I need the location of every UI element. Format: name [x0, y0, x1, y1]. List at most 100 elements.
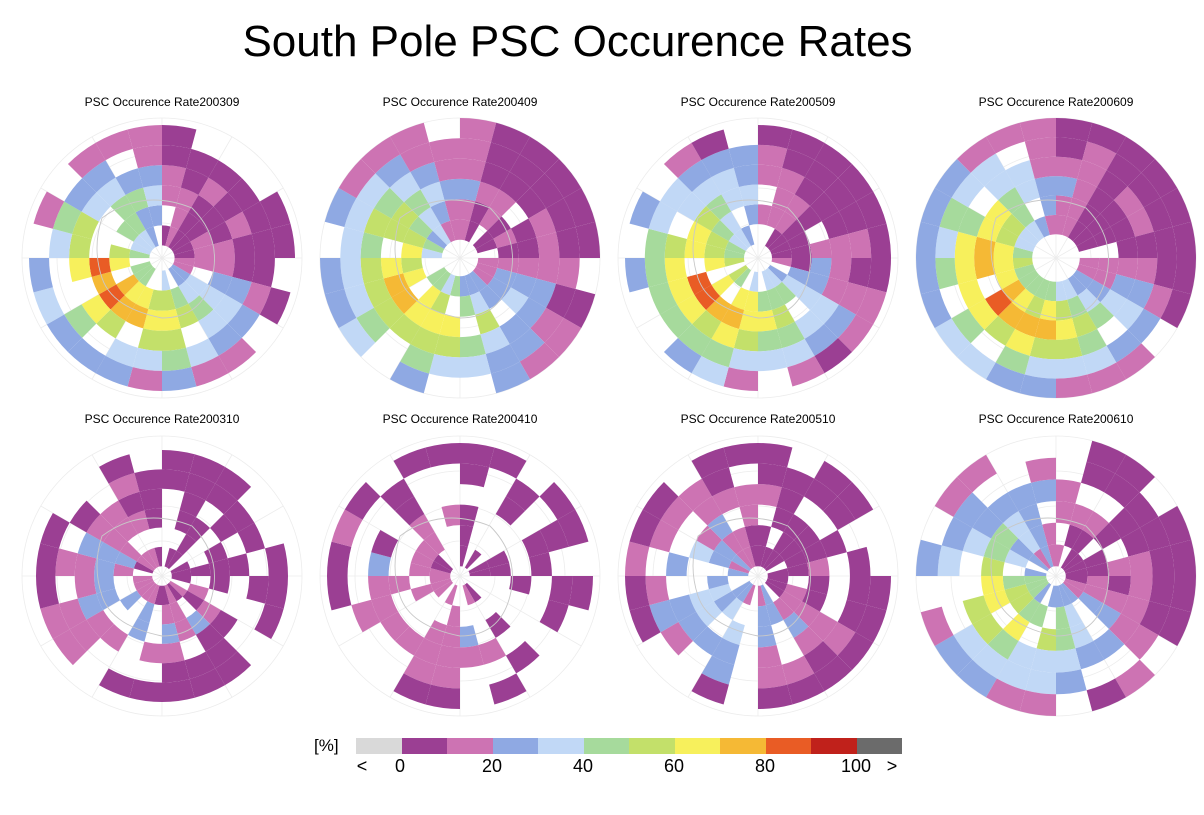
psc-rate-cell [1056, 280, 1068, 302]
psc-rate-cell [758, 585, 766, 607]
psc-rate-cell [771, 249, 792, 258]
psc-rate-cell [414, 637, 442, 665]
psc-rate-cell [1172, 221, 1196, 258]
psc-rate-cell [733, 164, 758, 187]
psc-rate-cell [713, 591, 737, 612]
psc-rate-cell [742, 546, 756, 568]
psc-rate-cell [848, 228, 872, 258]
psc-rate-cell [46, 314, 83, 353]
psc-rate-cell [993, 241, 1015, 258]
colorbar-swatch [401, 738, 447, 754]
psc-rate-cell [184, 473, 216, 501]
psc-rate-cell [1003, 613, 1030, 641]
psc-rate-cell [784, 194, 810, 221]
psc-rate-cell [164, 547, 177, 568]
psc-rate-cell [741, 225, 755, 246]
psc-rate-cell [976, 217, 1002, 242]
psc-rate-cell [505, 478, 540, 511]
psc-rate-cell [1128, 576, 1153, 601]
psc-rate-cell [758, 605, 772, 627]
psc-rate-cell [991, 523, 1019, 550]
psc-rate-cell [172, 261, 194, 275]
psc-rate-cell [734, 228, 751, 249]
psc-rate-cell [259, 191, 291, 229]
psc-rate-cell [450, 219, 460, 241]
psc-rate-cell [1056, 118, 1093, 142]
psc-rate-cell [137, 601, 155, 623]
psc-rate-cell [644, 228, 668, 258]
psc-rate-cell [787, 231, 810, 250]
psc-rate-cell [400, 142, 435, 172]
psc-rate-cell [1025, 457, 1056, 483]
psc-rate-cell [1024, 576, 1047, 585]
psc-rate-cell [855, 605, 887, 643]
psc-rate-cell [807, 557, 830, 576]
psc-rate-cell [207, 271, 233, 295]
panel-title: PSC Occurence Rate200309 [84, 95, 240, 109]
psc-rate-cell [116, 220, 139, 242]
psc-rate-cell [441, 625, 460, 648]
psc-rate-cell [115, 551, 137, 569]
psc-rate-cell [787, 562, 809, 576]
psc-rate-cell [479, 285, 502, 309]
psc-rate-cell [1034, 318, 1056, 340]
psc-rate-cell [166, 550, 183, 570]
psc-rate-cell [1031, 648, 1056, 673]
psc-rate-cell [371, 594, 399, 622]
psc-rate-cell [568, 576, 593, 611]
psc-rate-cell [556, 227, 580, 258]
psc-rate-cell [783, 514, 809, 541]
psc-rate-cell [100, 624, 129, 652]
psc-rate-cell [180, 168, 209, 195]
psc-rate-cell [765, 267, 782, 288]
psc-rate-cell [998, 187, 1025, 214]
colorbar-unit-label: [%] [314, 736, 339, 755]
psc-rate-cell [162, 450, 195, 473]
psc-rate-cell [40, 603, 70, 639]
psc-rate-cell [758, 290, 772, 312]
psc-rate-cell [1062, 580, 1084, 599]
psc-rate-cell [170, 264, 191, 282]
psc-rate-cell [69, 233, 92, 258]
psc-rate-cell [866, 576, 891, 611]
psc-rate-cell [711, 167, 739, 195]
psc-rate-cell [1139, 601, 1171, 636]
psc-rate-cell [52, 201, 82, 234]
psc-rate-cell [401, 258, 423, 274]
psc-rate-cell [1078, 258, 1100, 270]
psc-rate-cell [819, 530, 847, 558]
psc-rate-cell [733, 329, 758, 352]
psc-rate-cell [196, 600, 221, 625]
psc-rate-cell [563, 188, 596, 228]
psc-rate-cell [521, 530, 549, 558]
psc-rate-cell [215, 466, 252, 501]
psc-rate-cell [356, 307, 390, 343]
psc-rate-cell [941, 516, 973, 551]
psc-rate-cell [186, 517, 211, 542]
colorbar-swatch [629, 738, 675, 754]
psc-rate-cell [172, 241, 194, 255]
psc-rate-cell [1086, 678, 1126, 712]
psc-rate-cell [124, 212, 146, 235]
psc-rate-cell [81, 192, 111, 222]
psc-rate-cell [469, 201, 490, 225]
psc-rate-cell [1170, 576, 1196, 613]
psc-rate-cell [212, 239, 235, 258]
psc-rate-cell [692, 496, 723, 526]
psc-rate-cell [1067, 274, 1087, 296]
psc-rate-cell [1072, 312, 1097, 338]
psc-rate-cell [130, 261, 152, 275]
psc-rate-cell [246, 576, 269, 604]
psc-rate-cell [767, 234, 788, 251]
psc-rate-cell [132, 145, 162, 169]
psc-rate-cell [125, 187, 149, 213]
psc-rate-cell [86, 609, 114, 638]
psc-rate-cell [1116, 343, 1155, 380]
psc-rate-cell [1126, 207, 1154, 237]
psc-rate-cell [1124, 624, 1159, 660]
psc-rate-cell [706, 295, 732, 322]
psc-rate-cell [464, 220, 480, 243]
psc-rate-cell [430, 664, 460, 689]
psc-rate-cell [464, 273, 480, 296]
psc-rate-cell [338, 317, 376, 357]
